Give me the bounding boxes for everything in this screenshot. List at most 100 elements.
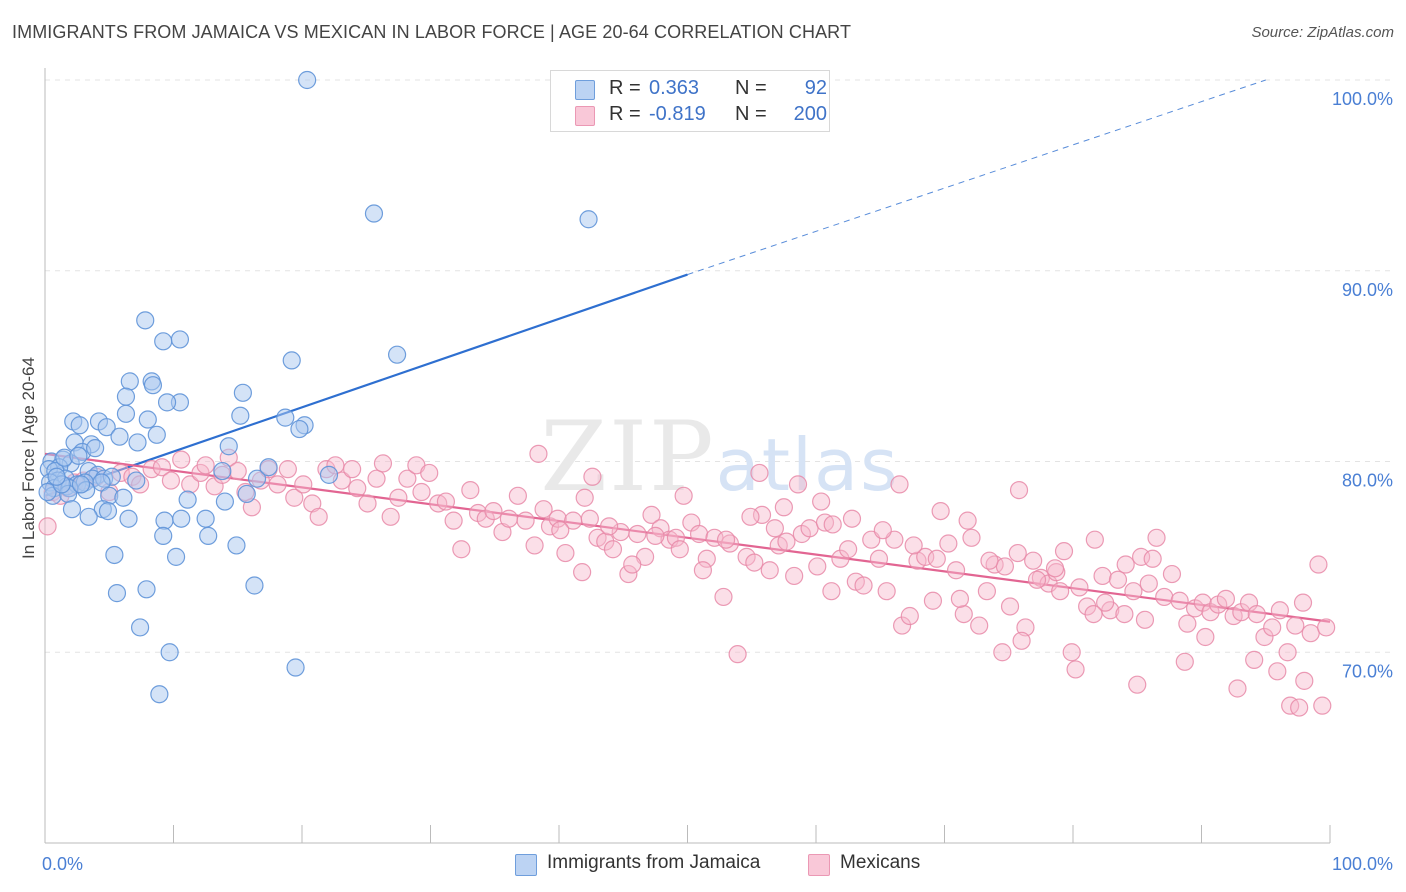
- mexicans-point: [1228, 679, 1247, 698]
- jamaica-point: [247, 469, 267, 488]
- mexicans-swatch: [575, 106, 595, 126]
- mexicans-point: [1295, 671, 1314, 690]
- mexicans-point: [1293, 593, 1313, 612]
- jamaica-point: [199, 526, 218, 545]
- grid: [45, 79, 1392, 653]
- mexicans-point: [603, 540, 623, 559]
- mexicans-point: [1051, 582, 1070, 601]
- jamaica-point: [213, 461, 232, 481]
- jamaica-trend-extension: [687, 79, 1266, 276]
- mexicans-point: [646, 526, 665, 545]
- mexicans-point: [461, 481, 480, 500]
- r-value: 0.363: [649, 77, 700, 99]
- jamaica-point: [92, 473, 111, 492]
- y-tick-label: 80.0%: [1342, 471, 1393, 491]
- mexicans-point: [823, 515, 842, 534]
- mexicans-point: [950, 589, 970, 608]
- mexicans-point: [1278, 643, 1297, 662]
- mexicans-point: [1062, 643, 1081, 662]
- jamaica-point: [143, 376, 163, 395]
- mexicans-point: [1009, 481, 1029, 500]
- mexicans-point: [1309, 555, 1328, 574]
- mexicans-point: [785, 566, 804, 586]
- jamaica-point: [364, 204, 384, 223]
- tick-labels: 70.0% 80.0% 90.0% 100.0% 0.0% 100.0%: [42, 89, 1393, 874]
- mexicans-point: [777, 532, 796, 551]
- mexicans-point: [516, 511, 535, 530]
- jamaica-point: [47, 467, 66, 486]
- mexicans-point: [1012, 631, 1031, 650]
- jamaica-point: [137, 580, 156, 599]
- mexicans-point: [788, 475, 808, 494]
- jamaica-point: [86, 439, 105, 458]
- x-tick-label: 100.0%: [1332, 854, 1393, 874]
- mexicans-point: [1008, 543, 1027, 563]
- mexicans-point: [1115, 604, 1134, 624]
- mexicans-point: [1093, 566, 1112, 586]
- mexicans-point: [398, 469, 417, 488]
- mexicans-point: [172, 450, 191, 469]
- mexicans-point: [348, 479, 367, 498]
- jamaica-point: [170, 330, 190, 349]
- mexicans-point: [993, 643, 1012, 662]
- mexicans-point: [822, 582, 841, 601]
- mexicans-point: [839, 540, 858, 559]
- n-value: 92: [804, 77, 827, 99]
- jamaica-point: [215, 492, 234, 511]
- jamaica-point: [154, 526, 173, 545]
- mexicans-point: [854, 576, 873, 595]
- mexicans-point: [1000, 597, 1020, 616]
- mexicans-point: [958, 511, 977, 530]
- mexicans-point: [765, 519, 784, 538]
- mexicans-point: [1128, 675, 1147, 694]
- jamaica-point: [62, 500, 82, 519]
- jamaica-point: [116, 387, 136, 406]
- mexicans-point: [697, 549, 716, 568]
- mexicans-point: [674, 486, 693, 505]
- mexicans-point: [980, 551, 999, 570]
- mexicans-point: [389, 488, 408, 507]
- mexicans-point: [1155, 587, 1174, 607]
- mexicans-point: [1255, 627, 1274, 647]
- jamaica-point: [107, 584, 127, 603]
- mexicans-point: [946, 561, 966, 580]
- jamaica-point: [105, 545, 124, 565]
- y-axis-label: In Labor Force | Age 20-64: [19, 357, 38, 559]
- jamaica-point: [237, 484, 256, 504]
- mexicans-point: [1084, 604, 1103, 624]
- jamaica-point: [196, 509, 215, 528]
- y-tick-label: 70.0%: [1342, 661, 1393, 681]
- jamaica-point: [120, 372, 139, 391]
- mexicans-point: [1281, 696, 1300, 715]
- jamaica-point: [319, 465, 339, 484]
- jamaica-point: [245, 576, 264, 595]
- mexicans-point: [294, 475, 313, 494]
- mexicans-point: [666, 528, 686, 547]
- mexicans-point: [693, 561, 713, 580]
- jamaica-point: [38, 482, 57, 502]
- mexicans-point: [484, 501, 503, 521]
- jamaica-swatch: [575, 80, 595, 100]
- mexicans-point: [892, 616, 912, 635]
- jamaica-point: [579, 210, 598, 229]
- mexicans-point: [548, 509, 567, 528]
- mexicans-point: [1263, 618, 1282, 637]
- jamaica-point: [227, 536, 246, 555]
- mexicans-point: [1175, 652, 1194, 671]
- mexicans-point: [196, 456, 215, 475]
- jamaica-point: [298, 70, 317, 90]
- jamaica-point: [282, 351, 301, 370]
- mexicans-point: [904, 536, 923, 555]
- mexicans-point: [1066, 660, 1085, 679]
- mexicans-point: [760, 561, 779, 580]
- mexicans-point: [623, 555, 642, 574]
- mexicans-point: [1139, 574, 1158, 593]
- mexicans-point: [367, 469, 386, 488]
- mexicans-point: [1170, 591, 1189, 610]
- mexicans-point: [1286, 616, 1305, 635]
- mexicans-point: [1313, 696, 1332, 715]
- mexicans-point: [812, 492, 831, 511]
- jamaica-point: [219, 437, 238, 456]
- mexicans-point: [285, 488, 304, 507]
